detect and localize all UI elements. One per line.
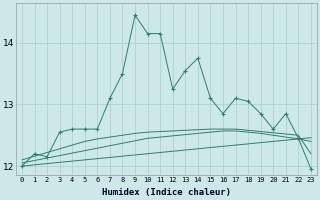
X-axis label: Humidex (Indice chaleur): Humidex (Indice chaleur)	[102, 188, 231, 197]
